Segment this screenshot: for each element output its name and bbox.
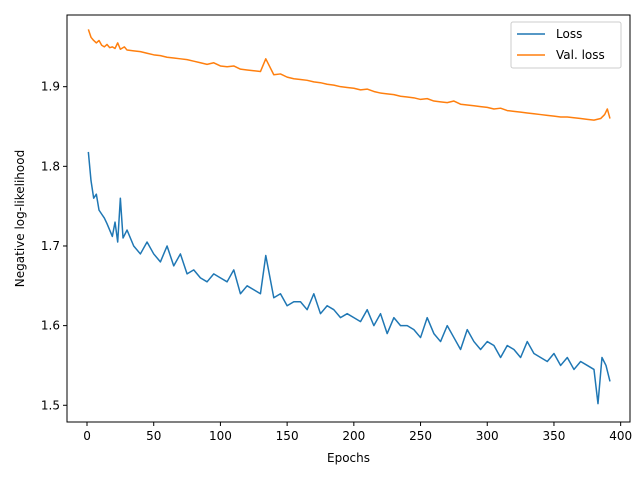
series-layer (87, 29, 611, 405)
y-tick-label: 1.6 (41, 319, 60, 333)
plot-frame (66, 14, 631, 423)
y-tick-label: 1.8 (41, 159, 60, 173)
y-tick-label: 1.9 (41, 80, 60, 94)
y-axis-label: Negative log-likelihood (13, 150, 27, 287)
x-tick-label: 250 (409, 429, 432, 443)
x-tick-label: 200 (342, 429, 365, 443)
x-tick-label: 350 (543, 429, 566, 443)
x-tick-label: 0 (83, 429, 91, 443)
x-axis-ticks: 0 50 100 150 200 250 300 350 400 (83, 422, 632, 443)
y-axis-ticks: 1.5 1.6 1.7 1.8 1.9 (41, 80, 67, 412)
x-tick-label: 50 (146, 429, 161, 443)
y-tick-label: 1.5 (41, 398, 60, 412)
series-line-loss (87, 151, 611, 405)
series-line-val-loss (87, 29, 611, 121)
x-tick-label: 300 (476, 429, 499, 443)
x-tick-label: 150 (276, 429, 299, 443)
x-tick-label: 400 (609, 429, 632, 443)
y-tick-label: 1.7 (41, 239, 60, 253)
x-tick-label: 100 (209, 429, 232, 443)
x-axis-label: Epochs (327, 451, 370, 465)
legend-label-val-loss: Val. loss (556, 48, 605, 62)
legend-label-loss: Loss (556, 27, 582, 41)
legend: Loss Val. loss (510, 21, 622, 69)
